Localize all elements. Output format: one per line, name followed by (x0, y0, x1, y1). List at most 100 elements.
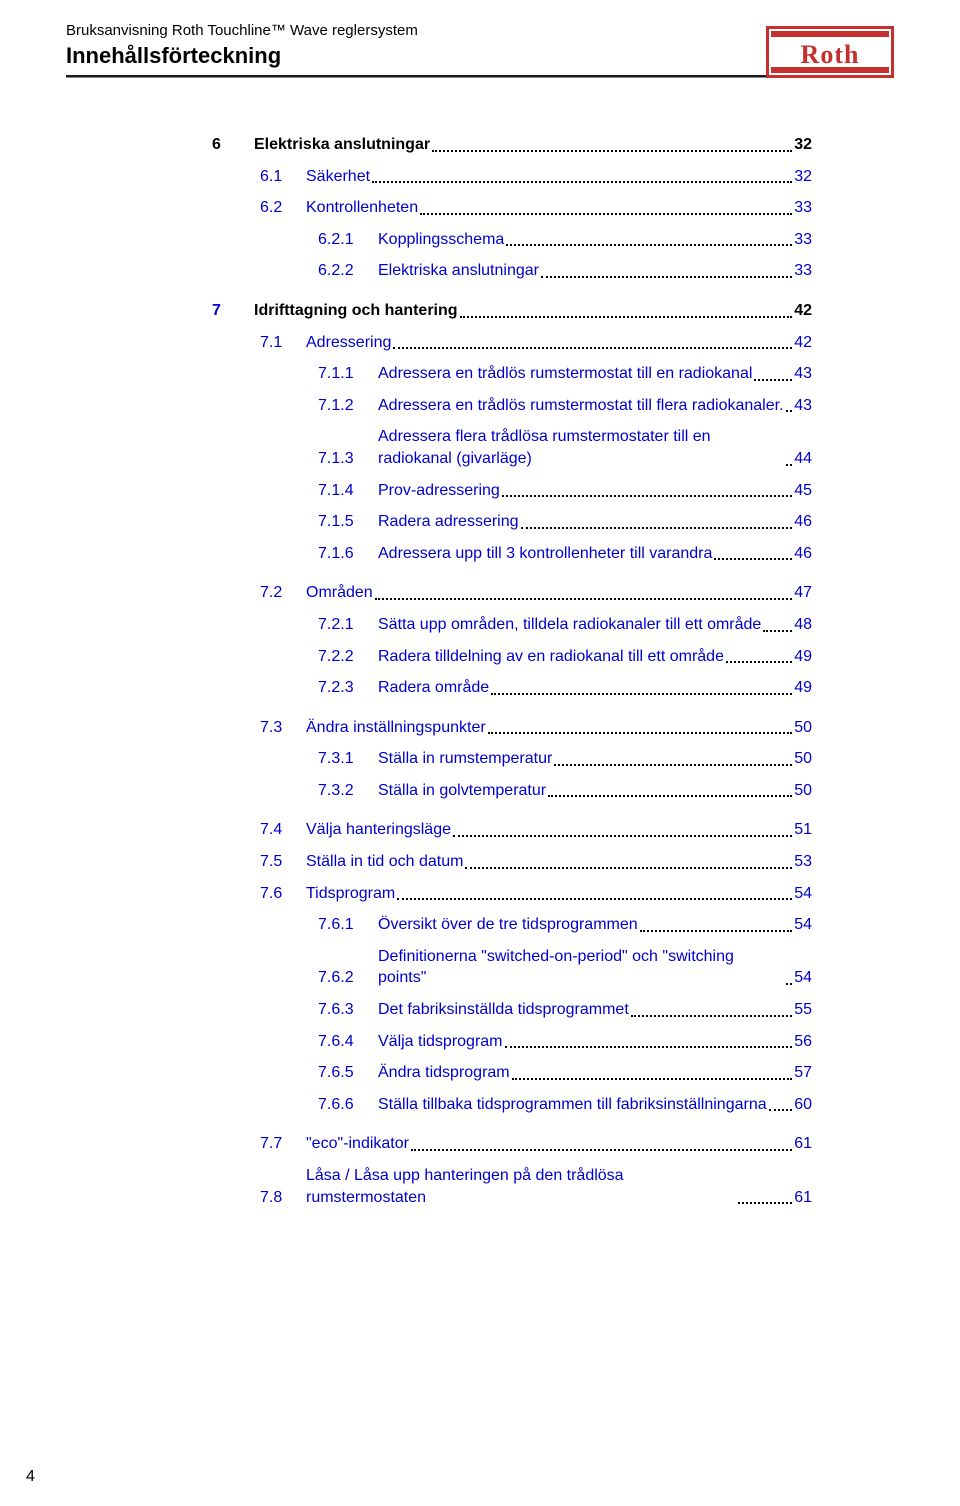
toc-page: 47 (794, 582, 812, 604)
toc-entry[interactable]: 6.2Kontrollenheten 33 (212, 197, 812, 219)
toc-label: Kontrollenheten (306, 197, 418, 219)
toc-page: 49 (794, 677, 812, 699)
toc-leader-dots (786, 410, 793, 412)
toc-entry[interactable]: 7.1.4Prov-adressering45 (212, 480, 812, 502)
toc-label: Definitionerna "switched-on-period" och … (378, 946, 784, 989)
toc-label: Välja tidsprogram (378, 1031, 503, 1053)
toc-entry[interactable]: 7.4Välja hanteringsläge51 (212, 819, 812, 841)
toc-entry[interactable]: 7.1.1Adressera en trådlös rumstermostat … (212, 363, 812, 385)
toc-label: Det fabriksinställda tidsprogrammet (378, 999, 629, 1021)
toc-leader-dots (491, 693, 792, 695)
page: Bruksanvisning Roth Touchline™ Wave regl… (0, 0, 960, 1506)
toc-number: 7.2.1 (318, 614, 378, 636)
toc-entry[interactable]: 7.6.6Ställa tillbaka tidsprogrammen till… (212, 1094, 812, 1116)
toc-entry[interactable]: 7.2Områden 47 (212, 582, 812, 604)
toc-leader-dots (465, 867, 792, 869)
toc-entry[interactable]: 7.6.5Ändra tidsprogram57 (212, 1062, 812, 1084)
toc-page: 50 (794, 717, 812, 739)
toc-leader-dots (411, 1149, 792, 1151)
toc-leader-dots (738, 1202, 792, 1204)
toc-entry[interactable]: 7.3.2Ställa in golvtemperatur50 (212, 780, 812, 802)
toc-leader-dots (397, 898, 792, 900)
toc-label: Säkerhet (306, 166, 370, 188)
toc-label: Idrifttagning och hantering (254, 300, 458, 322)
toc-entry: 6Elektriska anslutningar32 (212, 134, 812, 156)
toc-number: 7.6.4 (318, 1031, 378, 1053)
toc-leader-dots (512, 1078, 793, 1080)
toc-page: 33 (794, 197, 812, 219)
toc-entry[interactable]: 7.3.1Ställa in rumstemperatur50 (212, 748, 812, 770)
toc-label: Sätta upp områden, tilldela radiokanaler… (378, 614, 761, 636)
toc-leader-dots (786, 464, 792, 466)
toc-number: 6.2 (260, 197, 306, 219)
toc-entry[interactable]: 7.6.3Det fabriksinställda tidsprogrammet… (212, 999, 812, 1021)
toc-label: Områden (306, 582, 373, 604)
toc-leader-dots (521, 527, 793, 529)
toc-number: 7.1.1 (318, 363, 378, 385)
toc-number: 7.2.3 (318, 677, 378, 699)
toc-label: Elektriska anslutningar (254, 134, 430, 156)
brand-logo: Roth (766, 26, 894, 78)
toc-number: 7.1.5 (318, 511, 378, 533)
toc-number: 7.5 (260, 851, 306, 873)
toc-number: 7.2.2 (318, 646, 378, 668)
page-number: 4 (26, 1468, 35, 1486)
toc-label: "eco"-indikator (306, 1133, 409, 1155)
toc-page: 33 (794, 229, 812, 251)
toc-label: Ställa in golvtemperatur (378, 780, 546, 802)
toc-leader-dots (541, 276, 792, 278)
toc-entry[interactable]: 7.6.4Välja tidsprogram56 (212, 1031, 812, 1053)
toc-entry[interactable]: 7.3Ändra inställningspunkter50 (212, 717, 812, 739)
toc-number: 7.6.5 (318, 1062, 378, 1084)
toc-entry[interactable]: 7.2.1Sätta upp områden, tilldela radioka… (212, 614, 812, 636)
toc-entry[interactable]: 7.1.3Adressera flera trådlösa rumstermos… (212, 426, 812, 469)
toc-number: 7.1 (260, 332, 306, 354)
toc-label: Kopplingsschema (378, 229, 504, 251)
toc-label: Ställa tillbaka tidsprogrammen till fabr… (378, 1094, 767, 1116)
toc-leader-dots (505, 1046, 793, 1048)
toc-entry[interactable]: 6.2.1Kopplingsschema33 (212, 229, 812, 251)
toc-page: 50 (794, 780, 812, 802)
toc-page: 53 (794, 851, 812, 873)
toc-page: 50 (794, 748, 812, 770)
toc-spacer (212, 1125, 812, 1133)
toc-page: 42 (794, 332, 812, 354)
toc-entry[interactable]: 7.6Tidsprogram54 (212, 883, 812, 905)
toc-label: Välja hanteringsläge (306, 819, 451, 841)
toc-page: 55 (794, 999, 812, 1021)
toc-entry[interactable]: 7.8Låsa / Låsa upp hanteringen på den tr… (212, 1165, 812, 1208)
toc-label: Prov-adressering (378, 480, 500, 502)
toc-leader-dots (714, 558, 792, 560)
toc-entry[interactable]: 7Idrifttagning och hantering42 (212, 300, 812, 322)
toc-entry[interactable]: 7.2.2Radera tilldelning av en radiokanal… (212, 646, 812, 668)
toc-label: Ställa in rumstemperatur (378, 748, 552, 770)
toc-page: 33 (794, 260, 812, 282)
toc-entry[interactable]: 6.2.2Elektriska anslutningar33 (212, 260, 812, 282)
toc-entry[interactable]: 7.1.5Radera adressering46 (212, 511, 812, 533)
toc-entry[interactable]: 7.1.6Adressera upp till 3 kontrollenhete… (212, 543, 812, 565)
toc-page: 43 (794, 395, 812, 417)
toc-entry[interactable]: 7.7"eco"-indikator61 (212, 1133, 812, 1155)
toc-number: 7.7 (260, 1133, 306, 1155)
toc-leader-dots (754, 379, 792, 381)
toc-entry[interactable]: 7.1Adressering 42 (212, 332, 812, 354)
toc-entry[interactable]: 7.5Ställa in tid och datum53 (212, 851, 812, 873)
toc-label: Adressering (306, 332, 391, 354)
toc-entry[interactable]: 7.6.2Definitionerna "switched-on-period"… (212, 946, 812, 989)
toc-entry[interactable]: 7.2.3Radera område 49 (212, 677, 812, 699)
toc-page: 61 (794, 1187, 812, 1209)
toc-number: 7.2 (260, 582, 306, 604)
toc-entry[interactable]: 7.6.1Översikt över de tre tidsprogrammen… (212, 914, 812, 936)
toc-entry[interactable]: 7.1.2Adressera en trådlös rumstermostat … (212, 395, 812, 417)
toc-number: 7.6.2 (318, 967, 378, 989)
toc-label: Radera område (378, 677, 489, 699)
toc-number: 7.4 (260, 819, 306, 841)
toc-page: 43 (794, 363, 812, 385)
toc-leader-dots (502, 495, 792, 497)
toc-entry[interactable]: 6.1Säkerhet32 (212, 166, 812, 188)
toc-page: 54 (794, 914, 812, 936)
toc-leader-dots (420, 213, 792, 215)
toc-leader-dots (460, 316, 793, 318)
toc-leader-dots (640, 930, 793, 932)
toc-number: 7.3 (260, 717, 306, 739)
